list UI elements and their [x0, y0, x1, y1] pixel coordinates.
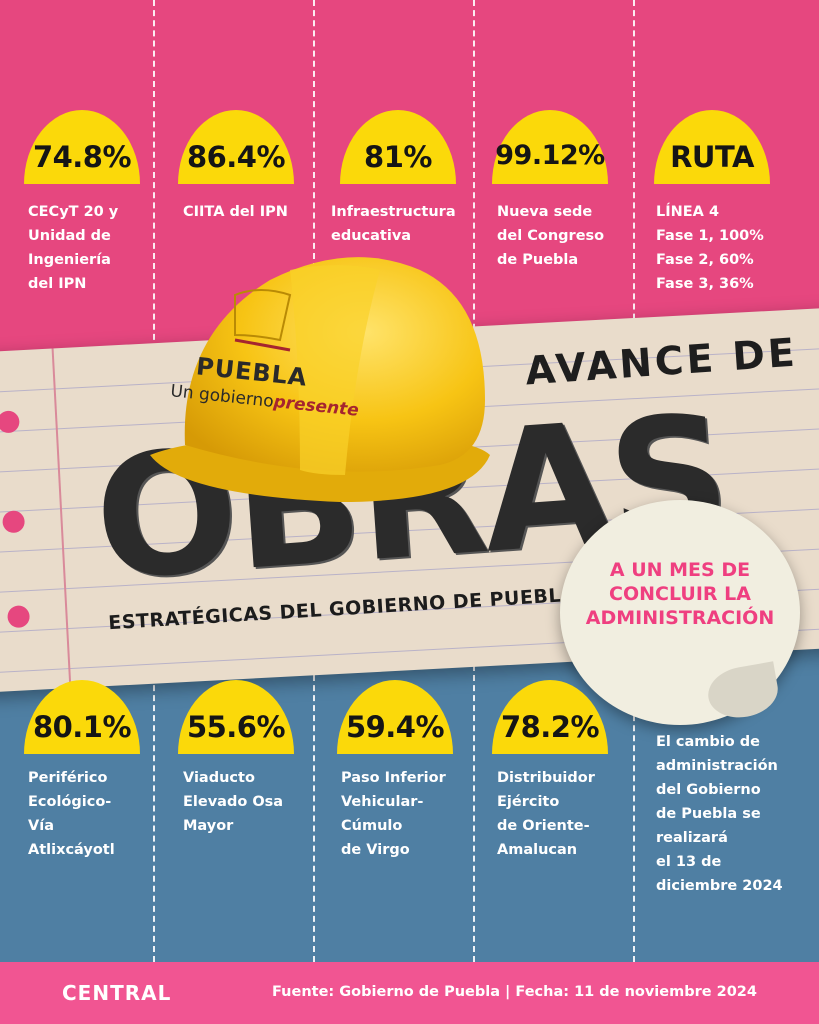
stat-badge: RUTA [654, 110, 770, 184]
stat-badge: 59.4% [337, 680, 453, 754]
stat-label: Infraestructura educativa [331, 204, 456, 244]
stat-label: Viaducto Elevado Osa Mayor [183, 770, 284, 834]
stat-value: 55.6% [186, 710, 286, 744]
hard-hat-icon [150, 257, 490, 502]
footer-bar [0, 962, 819, 1024]
stat-label: LÍNEA 4 Fase 1, 100% Fase 2, 60% Fase 3,… [656, 204, 764, 292]
stat-value: 99.12% [495, 140, 605, 171]
divider-line [153, 665, 155, 962]
stat-value: 78.2% [500, 710, 600, 744]
divider-line [633, 665, 635, 962]
stat-label: CIITA del IPN [183, 204, 288, 220]
stat-value: 80.1% [32, 710, 132, 744]
divider-line [313, 665, 315, 962]
stat-label: Distribuidor Ejército de Oriente- Amaluc… [497, 770, 595, 858]
stat-label: Paso Inferior Vehicular- Cúmulo de Virgo [341, 770, 446, 858]
stat-value: 81% [364, 140, 432, 174]
footer-source: Fuente: Gobierno de Puebla | Fecha: 11 d… [272, 984, 757, 1000]
stat-value: 59.4% [345, 710, 445, 744]
divider-line [473, 0, 475, 350]
divider-line [153, 0, 155, 350]
stat-badge: 78.2% [492, 680, 608, 754]
central-logo: CENTRAL [62, 981, 172, 1005]
stat-value: RUTA [670, 140, 754, 174]
stat-badge: 99.12% [492, 110, 608, 184]
stat-badge: 80.1% [24, 680, 140, 754]
divider-line [473, 665, 475, 962]
stat-label: Periférico Ecológico- Vía Atlixcáyotl [28, 770, 115, 858]
transition-note: El cambio de administración del Gobierno… [656, 734, 783, 894]
stat-badge: 55.6% [178, 680, 294, 754]
stat-value: 74.8% [32, 140, 132, 174]
divider-line [633, 0, 635, 350]
stat-badge: 81% [340, 110, 456, 184]
punch-hole [2, 510, 26, 534]
stat-badge: 86.4% [178, 110, 294, 184]
punch-hole [7, 605, 31, 629]
stat-value: 86.4% [186, 140, 286, 174]
stat-label: CECyT 20 y Unidad de Ingeniería del IPN [28, 204, 119, 292]
sticker-text: A UN MES DE CONCLUIR LA ADMINISTRACIÓN [585, 559, 775, 629]
stat-label: Nueva sede del Congreso de Puebla [497, 204, 605, 268]
stat-badge: 74.8% [24, 110, 140, 184]
round-sticker [560, 500, 800, 725]
divider-line [313, 0, 315, 350]
